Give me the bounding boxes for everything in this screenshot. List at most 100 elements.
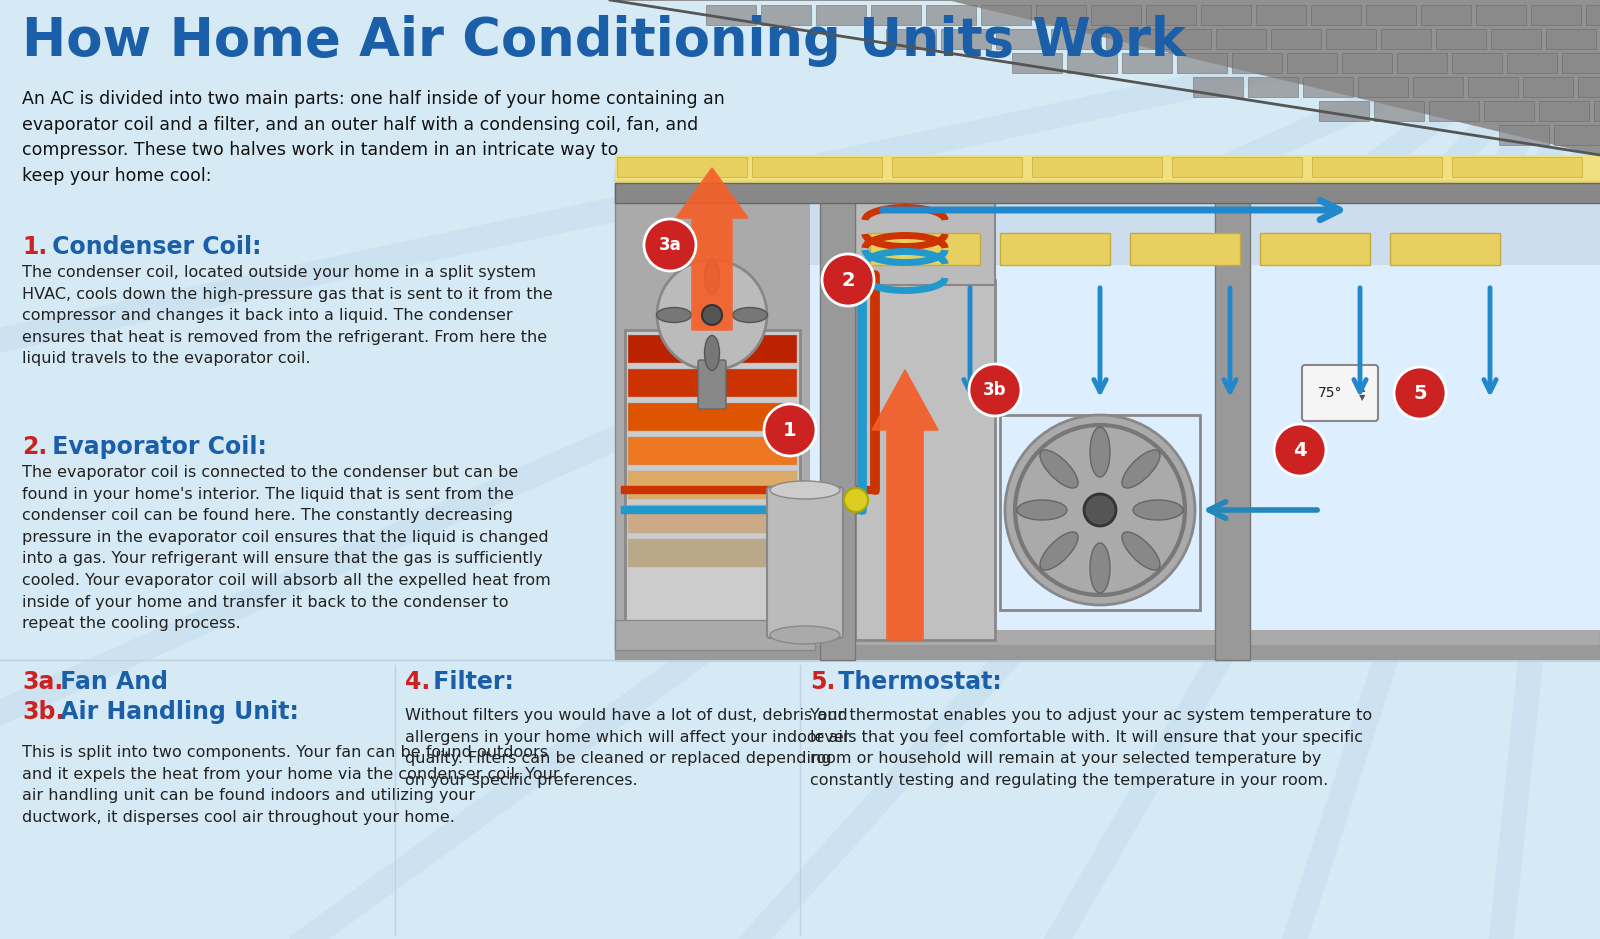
FancyBboxPatch shape <box>1546 29 1597 49</box>
FancyBboxPatch shape <box>870 5 922 25</box>
FancyBboxPatch shape <box>926 5 976 25</box>
FancyBboxPatch shape <box>1232 53 1282 73</box>
FancyBboxPatch shape <box>886 29 936 49</box>
FancyBboxPatch shape <box>1475 5 1526 25</box>
FancyBboxPatch shape <box>1326 29 1376 49</box>
Polygon shape <box>610 0 1600 155</box>
FancyBboxPatch shape <box>1342 53 1392 73</box>
FancyBboxPatch shape <box>1013 53 1062 73</box>
FancyBboxPatch shape <box>854 280 995 640</box>
Text: The condenser coil, located outside your home in a split system
HVAC, cools down: The condenser coil, located outside your… <box>22 265 552 366</box>
FancyBboxPatch shape <box>893 157 1022 177</box>
Text: 5.: 5. <box>810 670 835 694</box>
FancyBboxPatch shape <box>1162 29 1211 49</box>
FancyBboxPatch shape <box>1146 5 1195 25</box>
FancyBboxPatch shape <box>1302 365 1378 421</box>
Text: 1: 1 <box>782 421 797 439</box>
FancyBboxPatch shape <box>1214 185 1250 660</box>
FancyBboxPatch shape <box>614 155 1600 180</box>
Circle shape <box>643 219 696 271</box>
FancyBboxPatch shape <box>1130 233 1240 265</box>
Text: Evaporator Coil:: Evaporator Coil: <box>45 435 267 459</box>
FancyBboxPatch shape <box>698 360 726 409</box>
Text: Your thermostat enables you to adjust your ac system temperature to
levels that : Your thermostat enables you to adjust yo… <box>810 708 1373 788</box>
FancyBboxPatch shape <box>1358 77 1408 97</box>
FancyBboxPatch shape <box>1467 77 1518 97</box>
FancyBboxPatch shape <box>1171 157 1302 177</box>
Text: 3a: 3a <box>659 236 682 254</box>
Text: 75°: 75° <box>1318 386 1342 400</box>
FancyBboxPatch shape <box>1437 29 1486 49</box>
Ellipse shape <box>1090 427 1110 477</box>
Circle shape <box>702 305 722 325</box>
FancyBboxPatch shape <box>1261 233 1370 265</box>
Polygon shape <box>675 168 749 330</box>
FancyBboxPatch shape <box>1374 101 1424 121</box>
Text: 4.: 4. <box>405 670 430 694</box>
FancyBboxPatch shape <box>627 335 797 363</box>
Ellipse shape <box>656 307 691 322</box>
FancyBboxPatch shape <box>614 645 1600 660</box>
FancyBboxPatch shape <box>1594 101 1600 121</box>
FancyBboxPatch shape <box>1302 77 1352 97</box>
FancyBboxPatch shape <box>819 185 854 660</box>
Text: Condenser Coil:: Condenser Coil: <box>45 235 261 259</box>
FancyBboxPatch shape <box>1413 77 1462 97</box>
FancyBboxPatch shape <box>1554 125 1600 145</box>
Polygon shape <box>872 370 938 640</box>
Circle shape <box>845 488 867 512</box>
FancyBboxPatch shape <box>627 505 797 533</box>
Circle shape <box>765 404 816 456</box>
FancyBboxPatch shape <box>627 369 797 397</box>
Text: 2: 2 <box>842 270 854 289</box>
FancyBboxPatch shape <box>1397 53 1448 73</box>
Text: 4: 4 <box>1293 440 1307 459</box>
FancyBboxPatch shape <box>816 5 866 25</box>
FancyBboxPatch shape <box>627 403 797 431</box>
FancyBboxPatch shape <box>1586 5 1600 25</box>
FancyBboxPatch shape <box>1483 101 1534 121</box>
Text: 3b.: 3b. <box>22 700 64 724</box>
FancyBboxPatch shape <box>1067 53 1117 73</box>
FancyBboxPatch shape <box>1578 77 1600 97</box>
Text: Fan And: Fan And <box>51 670 168 694</box>
FancyBboxPatch shape <box>941 29 990 49</box>
Ellipse shape <box>704 335 720 371</box>
Ellipse shape <box>1040 450 1078 488</box>
Ellipse shape <box>1040 532 1078 570</box>
Ellipse shape <box>1090 543 1110 593</box>
FancyBboxPatch shape <box>627 471 797 499</box>
Circle shape <box>1085 494 1117 526</box>
FancyBboxPatch shape <box>752 157 882 177</box>
Text: Thermostat:: Thermostat: <box>830 670 1002 694</box>
Ellipse shape <box>733 307 768 322</box>
Circle shape <box>1274 424 1326 476</box>
Circle shape <box>658 260 766 370</box>
FancyBboxPatch shape <box>1562 53 1600 73</box>
FancyBboxPatch shape <box>1106 29 1157 49</box>
FancyBboxPatch shape <box>614 157 1600 185</box>
FancyBboxPatch shape <box>997 29 1046 49</box>
Text: 3a.: 3a. <box>22 670 64 694</box>
FancyBboxPatch shape <box>614 620 814 650</box>
FancyBboxPatch shape <box>810 185 1600 265</box>
Text: 2.: 2. <box>22 435 48 459</box>
Text: Air Handling Unit:: Air Handling Unit: <box>51 700 299 724</box>
FancyBboxPatch shape <box>1288 53 1338 73</box>
FancyBboxPatch shape <box>762 5 811 25</box>
FancyBboxPatch shape <box>1429 101 1478 121</box>
FancyBboxPatch shape <box>1453 157 1582 177</box>
FancyBboxPatch shape <box>1091 5 1141 25</box>
Ellipse shape <box>704 259 720 295</box>
Circle shape <box>822 254 874 306</box>
Circle shape <box>970 364 1021 416</box>
FancyBboxPatch shape <box>1499 125 1549 145</box>
FancyBboxPatch shape <box>1248 77 1298 97</box>
FancyBboxPatch shape <box>1453 53 1502 73</box>
Text: Without filters you would have a lot of dust, debris and
allergens in your home : Without filters you would have a lot of … <box>405 708 850 788</box>
Polygon shape <box>675 168 749 330</box>
FancyBboxPatch shape <box>1539 101 1589 121</box>
Ellipse shape <box>1122 450 1160 488</box>
FancyBboxPatch shape <box>810 185 1600 630</box>
FancyBboxPatch shape <box>1178 53 1227 73</box>
